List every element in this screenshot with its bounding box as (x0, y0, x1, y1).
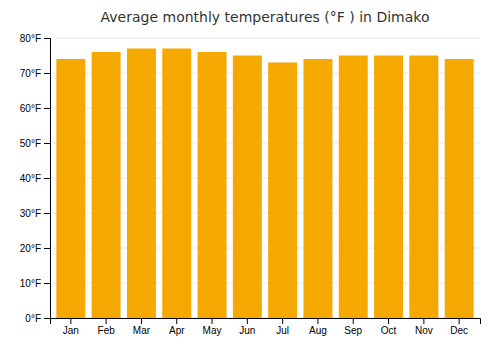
tick-mark (423, 318, 424, 324)
tick: Nov (415, 318, 433, 336)
bar (127, 49, 156, 319)
tick-label: Dec (450, 325, 468, 336)
tick-label: 40°F (20, 173, 41, 184)
axis-line (44, 39, 51, 319)
tick-mark (459, 318, 460, 324)
axis-line (51, 319, 481, 325)
bar (233, 56, 262, 319)
tick-label: Jun (239, 325, 255, 336)
tick: 80°F (20, 33, 50, 44)
tick: Sep (344, 318, 362, 336)
tick-label: Aug (309, 325, 327, 336)
tick-label: 60°F (20, 103, 41, 114)
tick-label: Oct (381, 325, 397, 336)
bar (339, 56, 368, 319)
tick-mark (353, 318, 354, 324)
tick-label: 70°F (20, 68, 41, 79)
tick-mark (44, 38, 50, 39)
tick-label: Apr (169, 325, 185, 336)
tick-label: 0°F (25, 313, 41, 324)
grid (50, 38, 480, 318)
tick-mark (212, 318, 213, 324)
tick: Oct (381, 318, 397, 336)
chart: 0°F 10°F 20°F 30°F 40°F 50°F 60°F 70°F 80°F Jan Fe… (0, 0, 500, 350)
tick-mark (282, 318, 283, 324)
tick: May (203, 318, 222, 336)
tick-mark (176, 318, 177, 324)
tick-mark (388, 318, 389, 324)
tick-mark (44, 143, 50, 144)
tick-label: 50°F (20, 138, 41, 149)
tick-label: Jul (276, 325, 289, 336)
tick: Feb (98, 318, 116, 336)
tick-label: Feb (98, 325, 116, 336)
tick-mark (44, 248, 50, 249)
tick: Jun (239, 318, 255, 336)
bar (303, 59, 332, 318)
tick: 40°F (20, 173, 50, 184)
bar (162, 49, 191, 319)
tick-mark (106, 318, 107, 324)
tick-label: Nov (415, 325, 433, 336)
tick-mark (44, 213, 50, 214)
grid-line (50, 38, 480, 39)
bar (56, 59, 85, 318)
tick-mark (70, 318, 71, 324)
tick: Aug (309, 318, 327, 336)
tick-label: 80°F (20, 33, 41, 44)
tick-mark (44, 318, 50, 319)
tick: 10°F (20, 278, 50, 289)
tick: 20°F (20, 243, 50, 254)
bars (56, 49, 473, 319)
tick: Apr (169, 318, 185, 336)
y-axis: 0°F 10°F 20°F 30°F 40°F 50°F 60°F 70°F 80°F (20, 33, 51, 324)
tick-label: Jan (63, 325, 79, 336)
tick-label: 10°F (20, 278, 41, 289)
tick: 30°F (20, 208, 50, 219)
tick: Jan (63, 318, 79, 336)
tick-label: Mar (133, 325, 151, 336)
tick-label: Sep (344, 325, 362, 336)
bar (198, 52, 227, 318)
tick-mark (44, 108, 50, 109)
tick-mark (44, 178, 50, 179)
tick-mark (141, 318, 142, 324)
tick: 60°F (20, 103, 50, 114)
tick: Dec (450, 318, 468, 336)
tick-mark (317, 318, 318, 324)
tick: 0°F (25, 313, 50, 324)
tick-label: 30°F (20, 208, 41, 219)
tick-label: 20°F (20, 243, 41, 254)
tick: 70°F (20, 68, 50, 79)
bar (374, 56, 403, 319)
tick: 50°F (20, 138, 50, 149)
tick-label: May (203, 325, 222, 336)
tick: Jul (276, 318, 289, 336)
tick: Mar (133, 318, 151, 336)
x-axis: Jan Feb Mar Apr May Jun Jul Aug Sep Oct Nov Dec (51, 318, 481, 336)
tick-mark (247, 318, 248, 324)
bar (445, 59, 474, 318)
plot-area: 0°F 10°F 20°F 30°F 40°F 50°F 60°F 70°F 80°F Jan Fe… (20, 33, 481, 336)
bar (409, 56, 438, 319)
tick-mark (44, 73, 50, 74)
bar (268, 63, 297, 319)
tick-mark (44, 283, 50, 284)
title: Average monthly temperatures (°F ) in Di… (101, 9, 430, 25)
bar (92, 52, 121, 318)
